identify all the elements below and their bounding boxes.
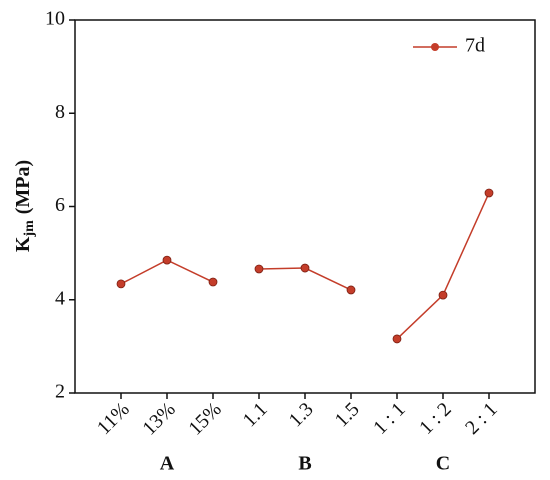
x-tick-label: 15% [184, 398, 225, 439]
y-tick-label: 2 [55, 381, 65, 403]
x-tick-label: 1 : 2 [415, 398, 456, 439]
y-tick-label: 6 [55, 194, 65, 216]
y-label-sub: jm [22, 220, 37, 238]
y-axis-label: Kjm (MPa) [12, 160, 38, 252]
x-tick-label: 13% [138, 398, 179, 439]
data-point [116, 279, 126, 289]
data-point [438, 290, 448, 300]
legend-marker [431, 43, 439, 51]
x-tick-label: 1 : 1 [369, 398, 410, 439]
x-tick-label: 1.5 [331, 398, 364, 431]
x-tick-label: 11% [93, 398, 134, 439]
data-point [162, 255, 172, 265]
y-tick-label: 10 [45, 8, 65, 30]
data-point [484, 188, 494, 198]
data-point [346, 285, 356, 295]
x-tick-label: 1.1 [239, 398, 272, 431]
data-point [392, 334, 402, 344]
data-point [254, 264, 264, 274]
y-label-main: K [12, 236, 34, 252]
x-tick-label: 1.3 [285, 398, 318, 431]
legend-label: 7d [465, 35, 485, 57]
data-point [208, 277, 218, 287]
data-point [300, 263, 310, 273]
data-line [396, 192, 490, 340]
y-label-unit: (MPa) [12, 160, 34, 214]
y-tick-label: 4 [55, 287, 65, 309]
y-tick-label: 8 [55, 101, 65, 123]
plot-frame [74, 19, 536, 394]
group-label: B [298, 453, 311, 475]
x-tick-label: 2 : 1 [461, 398, 502, 439]
group-label: C [436, 453, 450, 475]
group-label: A [160, 453, 175, 475]
